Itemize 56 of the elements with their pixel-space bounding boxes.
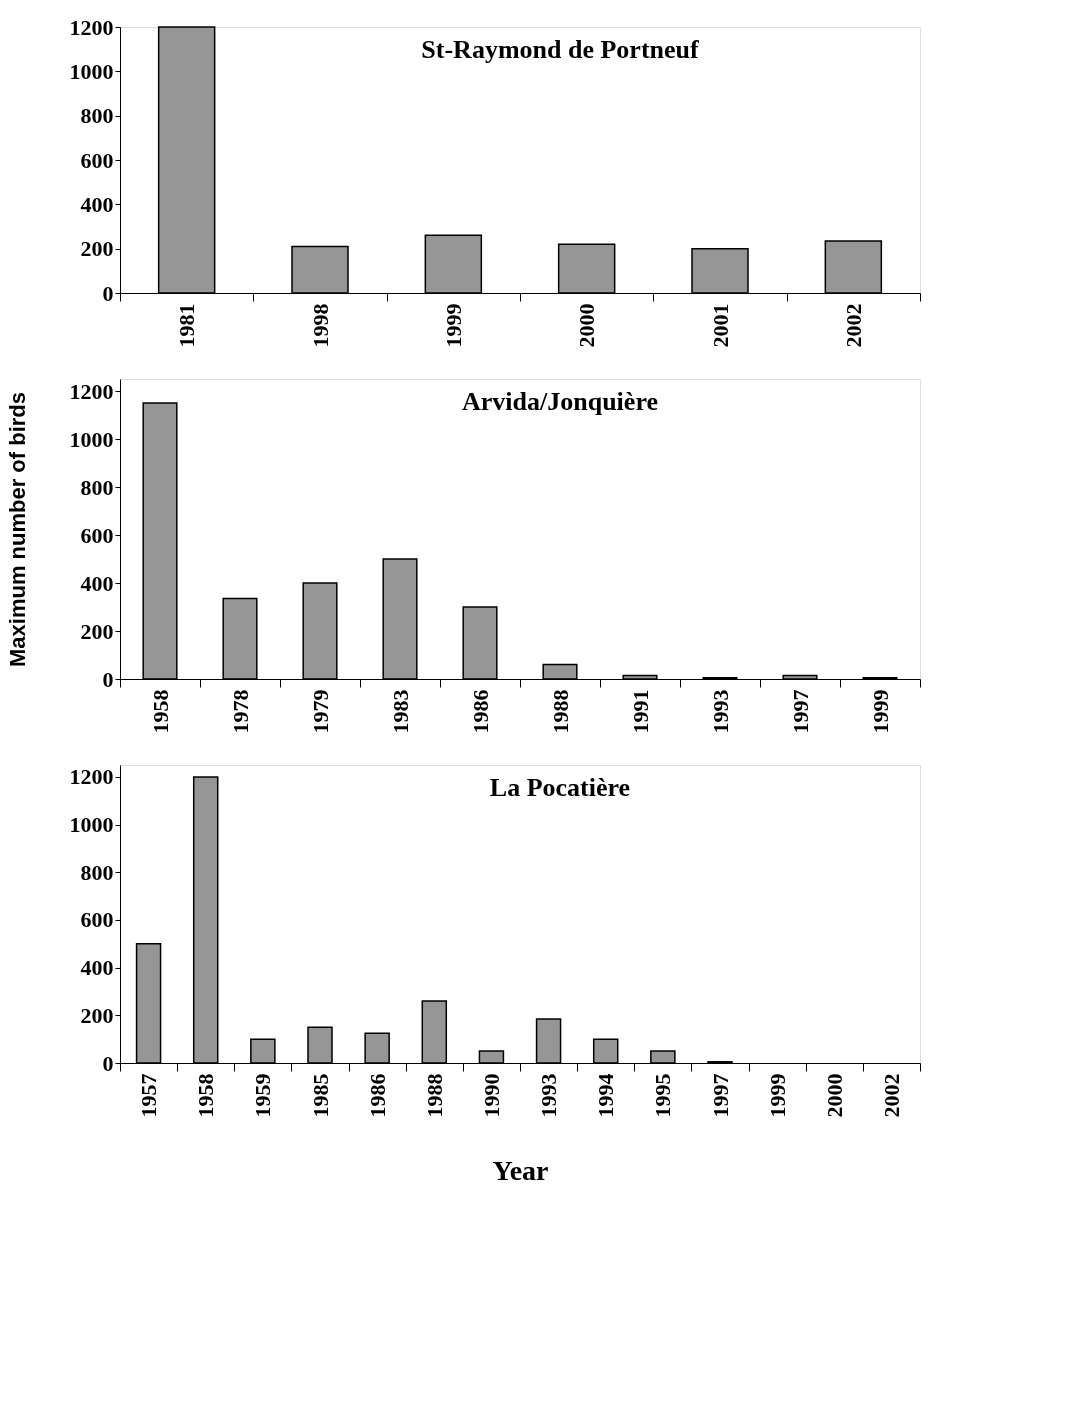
x-axis-title: Year bbox=[492, 1154, 549, 1186]
y-tick-label: 600 bbox=[80, 907, 114, 933]
x-tick-label: 1988 bbox=[547, 689, 573, 734]
y-tick-label: 400 bbox=[80, 570, 114, 596]
x-tick-label: 1998 bbox=[307, 303, 333, 348]
x-tick-label: 1986 bbox=[467, 689, 493, 734]
x-tick-label: 1999 bbox=[440, 303, 466, 348]
y-tick-label: 0 bbox=[102, 666, 114, 692]
x-tick-label: 1993 bbox=[536, 1073, 562, 1118]
x-tick-label: 2001 bbox=[707, 303, 733, 348]
x-tick-label: 1986 bbox=[364, 1073, 390, 1118]
y-tick-label: 1000 bbox=[69, 58, 114, 84]
y-tick-label: 800 bbox=[80, 859, 114, 885]
x-tick-label: 1979 bbox=[307, 689, 333, 734]
x-tick-label: 1958 bbox=[147, 689, 173, 734]
x-tick-label: 1990 bbox=[478, 1073, 504, 1118]
x-tick-label: 1997 bbox=[707, 1073, 733, 1118]
y-tick-label: 1200 bbox=[69, 764, 114, 790]
x-tick-label: 1995 bbox=[650, 1073, 676, 1118]
x-tick-label: 2002 bbox=[878, 1073, 904, 1118]
x-tick-label: 1985 bbox=[307, 1073, 333, 1118]
y-tick-label: 400 bbox=[80, 191, 114, 217]
x-tick-label: 1999 bbox=[867, 689, 893, 734]
y-tick-label: 800 bbox=[80, 103, 114, 129]
x-tick-label: 1978 bbox=[227, 689, 253, 734]
x-tick-label: 1958 bbox=[193, 1073, 219, 1118]
x-tick-label: 1959 bbox=[250, 1073, 276, 1118]
y-tick-label: 1200 bbox=[69, 378, 114, 404]
chart-title: La Pocatière bbox=[489, 773, 631, 802]
x-tick-label: 1994 bbox=[593, 1073, 619, 1118]
y-tick-label: 1000 bbox=[69, 426, 114, 452]
x-tick-label: 1997 bbox=[787, 689, 813, 734]
x-tick-label: 1999 bbox=[764, 1073, 790, 1118]
y-tick-label: 600 bbox=[80, 147, 114, 173]
y-tick-label: 200 bbox=[80, 236, 114, 262]
x-tick-label: 1993 bbox=[707, 689, 733, 734]
chart-title: St-Raymond de Portneuf bbox=[421, 35, 699, 64]
x-tick-label: 2000 bbox=[574, 303, 600, 348]
y-tick-label: 0 bbox=[102, 280, 114, 306]
y-tick-label: 1200 bbox=[69, 14, 114, 40]
x-tick-label: 1983 bbox=[387, 689, 413, 734]
x-tick-label: 2000 bbox=[821, 1073, 847, 1118]
y-tick-label: 800 bbox=[80, 474, 114, 500]
x-tick-label: 1957 bbox=[136, 1073, 162, 1118]
chart-title: Arvida/Jonquière bbox=[462, 387, 658, 416]
x-tick-label: 1981 bbox=[174, 303, 200, 348]
x-tick-label: 1988 bbox=[421, 1073, 447, 1118]
y-tick-label: 0 bbox=[102, 1050, 114, 1076]
y-tick-label: 600 bbox=[80, 522, 114, 548]
y-tick-label: 400 bbox=[80, 955, 114, 981]
y-axis-title: Maximum number of birds bbox=[4, 391, 30, 668]
y-tick-label: 1000 bbox=[69, 812, 114, 838]
x-tick-label: 2002 bbox=[840, 303, 866, 348]
x-tick-label: 1991 bbox=[627, 689, 653, 734]
y-tick-label: 200 bbox=[80, 1002, 114, 1028]
y-tick-label: 200 bbox=[80, 618, 114, 644]
